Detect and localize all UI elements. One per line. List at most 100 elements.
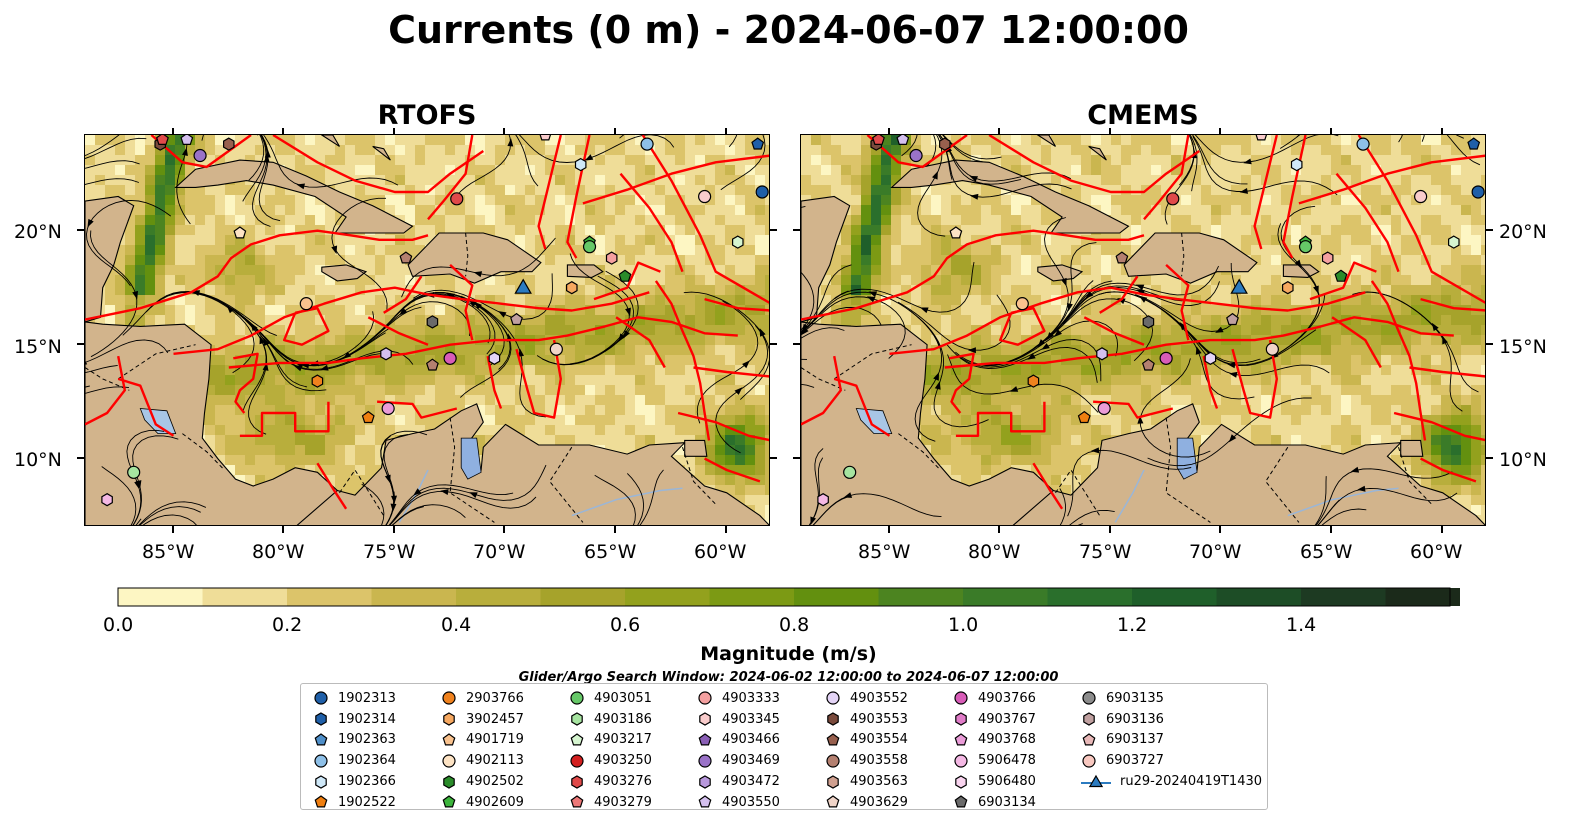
colorbar-segment: [540, 588, 626, 606]
legend-label: 4903553: [850, 711, 908, 727]
lon-label-60w-left: 60°W: [694, 541, 747, 563]
legend-item: 3902457: [441, 709, 524, 730]
legend-item: 1902313: [313, 688, 396, 709]
legend-label: 1902522: [338, 794, 396, 810]
argo-floats: [101, 135, 769, 507]
legend-label: 4903767: [978, 711, 1036, 727]
argo-float-marker: [399, 251, 413, 264]
lon-tick: [1330, 128, 1333, 135]
legend-item: 4903469: [697, 750, 780, 771]
legend-marker: [314, 795, 328, 808]
triangle-marker-icon: [1081, 774, 1111, 787]
legend-marker: [570, 691, 584, 705]
argo-float-marker: [1265, 342, 1279, 356]
argo-float-marker: [909, 148, 923, 163]
legend-item: 4903345: [697, 709, 780, 730]
argo-float-marker: [1015, 297, 1029, 311]
legend-marker: [442, 733, 456, 746]
legend-item: 4903563: [825, 771, 908, 792]
legend-item: 6903136: [1081, 709, 1262, 730]
legend-item: 2903766: [441, 688, 524, 709]
pentagon-marker-icon: [826, 733, 840, 746]
circle-marker-icon: [1082, 691, 1096, 705]
argo-float-marker: [1290, 157, 1303, 172]
lon-tick: [282, 526, 285, 533]
colorbar-segment: [118, 588, 203, 606]
legend-marker: [698, 733, 712, 746]
legend-marker: [442, 795, 456, 808]
argo-float-marker: [843, 465, 857, 479]
lat-tick: [77, 456, 84, 459]
argo-float-marker: [1226, 312, 1239, 326]
lon-label-85w-left: 85°W: [142, 541, 195, 563]
search-window-caption: Glider/Argo Search Window: 2024-06-02 12…: [518, 670, 1059, 685]
legend-item: 4903553: [825, 709, 908, 730]
hexagon-marker-icon: [827, 712, 839, 726]
legend-label: 1902364: [338, 753, 396, 769]
argo-float-marker: [180, 135, 194, 145]
argo-float-marker: [751, 137, 765, 150]
lon-tick: [887, 526, 890, 533]
legend-marker: [442, 691, 456, 705]
legend-item: 6903135: [1081, 688, 1262, 709]
lon-tick: [392, 128, 395, 135]
colorbar-segment: [456, 588, 541, 606]
land-puertoRico: [566, 264, 604, 278]
hexagon-marker-icon: [315, 712, 327, 726]
legend-item: 1902363: [313, 730, 396, 751]
colorbar-segment: [1047, 588, 1133, 606]
colorbar-segment: [371, 588, 457, 606]
land-trinidad: [1400, 439, 1424, 457]
legend-item: 5906478: [953, 750, 1036, 771]
colorbar-segment: [202, 588, 288, 606]
lon-tick: [1108, 128, 1111, 135]
figure-title: Currents (0 m) - 2024-06-07 12:00:00: [388, 8, 1189, 52]
legend-marker: [1082, 733, 1096, 746]
land-cuba: [890, 159, 1130, 234]
land-bahamas2: [1088, 145, 1107, 161]
argo-float-marker: [380, 347, 392, 361]
lat-tick: [770, 456, 777, 459]
legend-item: 4903276: [569, 771, 652, 792]
land-puertoRico: [1282, 264, 1320, 278]
argo-float-marker: [450, 192, 464, 206]
colorbar-tick-3: 0.6: [610, 614, 641, 636]
circle-marker-icon: [698, 754, 712, 768]
glider-marker: [514, 278, 532, 294]
legend-column: 2903766 3902457 4901719 4902113 4902502 49026…: [441, 688, 524, 813]
legend-marker: [315, 712, 327, 726]
legend-item: 5906480: [953, 771, 1036, 792]
pentagon-marker-icon: [698, 733, 712, 746]
rtofs-map[interactable]: [84, 134, 770, 526]
legend-marker: [570, 754, 584, 768]
legend-marker: [826, 691, 840, 705]
colorbar-tick-4: 0.8: [779, 614, 810, 636]
argo-float-marker: [698, 189, 712, 204]
hexagon-marker-icon: [955, 712, 967, 726]
lat-tick: [77, 228, 84, 231]
argo-float-marker: [896, 135, 910, 145]
lon-tick: [614, 526, 617, 533]
legend-label: 4903217: [594, 732, 652, 748]
legend-item: 4901719: [441, 730, 524, 751]
lat-label-20n-right: 20°N: [1499, 221, 1547, 243]
lon-tick: [171, 526, 174, 533]
pentagon-marker-icon: [826, 795, 840, 808]
colorbar-tick-6: 1.2: [1117, 614, 1148, 636]
legend-item: 4903558: [825, 750, 908, 771]
lon-label-65w-right: 65°W: [1300, 541, 1353, 563]
argo-float-marker: [1204, 351, 1217, 365]
lon-label-60w-right: 60°W: [1410, 541, 1463, 563]
legend-marker: [699, 774, 711, 789]
legend-label: 4903279: [594, 794, 652, 810]
circle-marker-icon: [442, 691, 456, 705]
legend-item: 4903767: [953, 709, 1036, 730]
legend-marker: [955, 712, 967, 726]
argo-float-marker: [299, 297, 313, 311]
argo-float-marker: [1298, 240, 1313, 254]
cmems-map[interactable]: [800, 134, 1486, 526]
argo-float-marker: [1334, 269, 1348, 282]
colorbar-segment: [794, 588, 879, 606]
legend-marker: [826, 754, 840, 768]
land-trinidad: [684, 439, 708, 457]
